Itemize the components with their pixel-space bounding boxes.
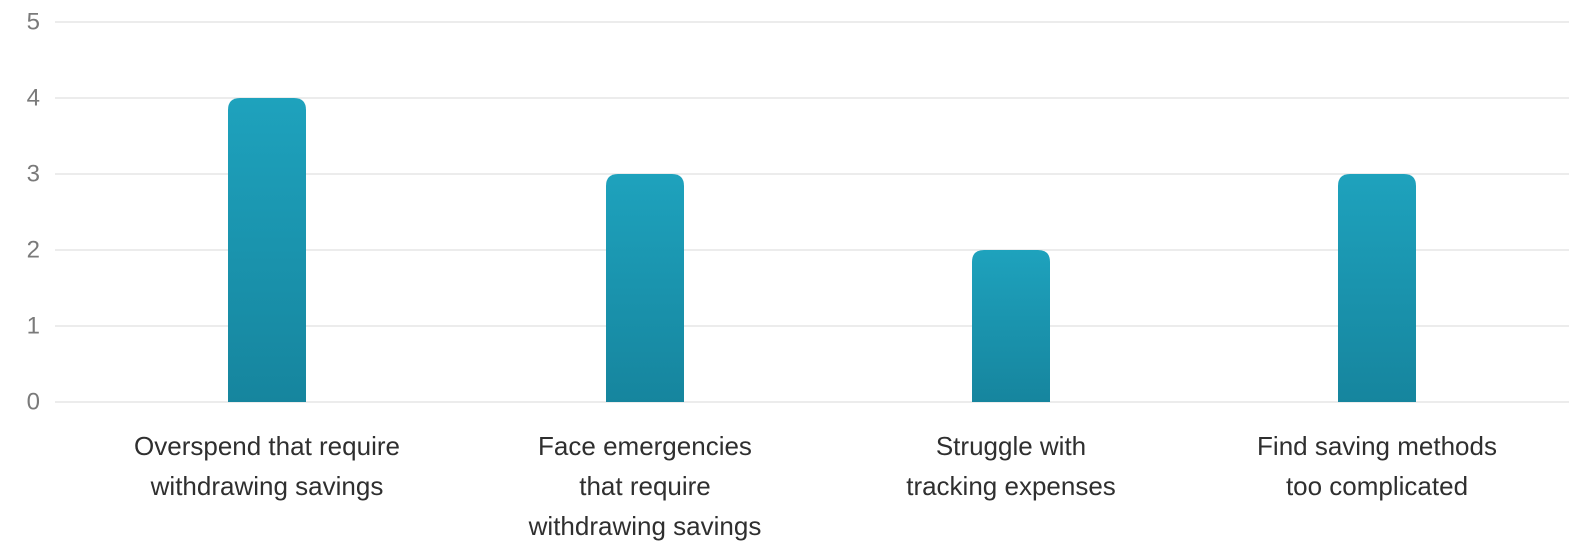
x-tick-label-line: withdrawing savings xyxy=(528,511,762,541)
bar-1 xyxy=(228,98,306,402)
y-axis-tick-labels: 0 1 2 3 4 5 xyxy=(27,9,40,416)
x-tick-label-line: Find saving methods xyxy=(1257,431,1497,461)
y-tick-label: 2 xyxy=(27,237,40,264)
bars xyxy=(228,98,1416,402)
x-tick-label: Struggle with tracking expenses xyxy=(906,431,1116,501)
grid-layer xyxy=(55,21,1569,403)
bar-4 xyxy=(1338,174,1416,402)
x-tick-label-line: tracking expenses xyxy=(906,471,1116,501)
x-tick-label-line: withdrawing savings xyxy=(150,471,384,501)
x-tick-label-line: too complicated xyxy=(1286,471,1468,501)
y-tick-label: 3 xyxy=(27,161,40,188)
x-tick-label: Face emergencies that require withdrawing … xyxy=(528,431,762,541)
bar-3 xyxy=(972,250,1050,402)
x-tick-label-line: Overspend that require xyxy=(134,431,400,461)
x-tick-label: Overspend that require withdrawing saving… xyxy=(134,431,400,501)
x-axis-tick-labels: Overspend that require withdrawing saving… xyxy=(134,431,1497,541)
bar-2 xyxy=(606,174,684,402)
x-tick-label-line: Struggle with xyxy=(936,431,1086,461)
y-tick-label: 1 xyxy=(27,313,40,340)
y-tick-label: 0 xyxy=(27,389,40,416)
x-tick-label: Find saving methods too complicated xyxy=(1257,431,1497,501)
x-tick-label-line: Face emergencies xyxy=(538,431,752,461)
y-tick-label: 5 xyxy=(27,9,40,36)
y-tick-label: 4 xyxy=(27,85,40,112)
x-tick-label-line: that require xyxy=(579,471,711,501)
